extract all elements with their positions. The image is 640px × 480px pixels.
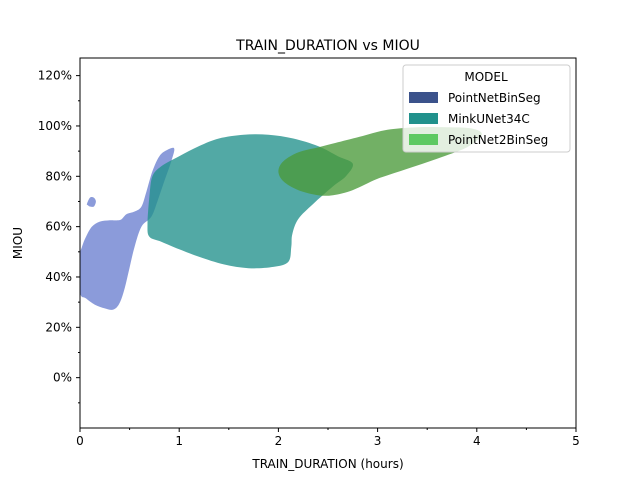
legend-swatch	[409, 92, 438, 103]
x-tick-label: 5	[572, 434, 580, 448]
chart-title: TRAIN_DURATION vs MIOU	[235, 38, 420, 54]
x-tick-label: 2	[275, 434, 283, 448]
x-axis-label: TRAIN_DURATION (hours)	[251, 457, 403, 471]
x-axis-ticks: 0 1 2 3 4 5	[76, 428, 580, 448]
legend-title: MODEL	[464, 70, 508, 84]
y-tick-label: 120%	[38, 69, 72, 83]
density-regions	[80, 126, 482, 310]
y-tick-label: 60%	[45, 220, 72, 234]
x-tick-label: 1	[175, 434, 183, 448]
y-tick-label: 20%	[45, 320, 72, 334]
y-tick-label: 100%	[38, 119, 72, 133]
legend-entry-label: PointNetBinSeg	[448, 91, 541, 105]
y-tick-label: 0%	[53, 371, 72, 385]
legend-entry-label: MinkUNet34C	[448, 112, 530, 126]
y-axis-ticks: 0% 20% 40% 60% 80% 100% 120%	[38, 69, 80, 404]
y-axis-label: MIOU	[11, 227, 25, 259]
y-tick-label: 80%	[45, 169, 72, 183]
legend-box	[402, 64, 571, 153]
x-tick-label: 3	[374, 434, 382, 448]
x-tick-label: 0	[76, 434, 84, 448]
legend-swatch	[409, 113, 438, 124]
legend-entry-label: PointNet2BinSeg	[448, 133, 548, 147]
y-tick-label: 40%	[45, 270, 72, 284]
x-tick-label: 4	[473, 434, 481, 448]
density-region-pointnetbinseg-1	[86, 197, 96, 207]
legend: MODEL PointNetBinSeg MinkUNet34C PointNet2…	[402, 64, 571, 153]
legend-swatch	[409, 134, 438, 145]
